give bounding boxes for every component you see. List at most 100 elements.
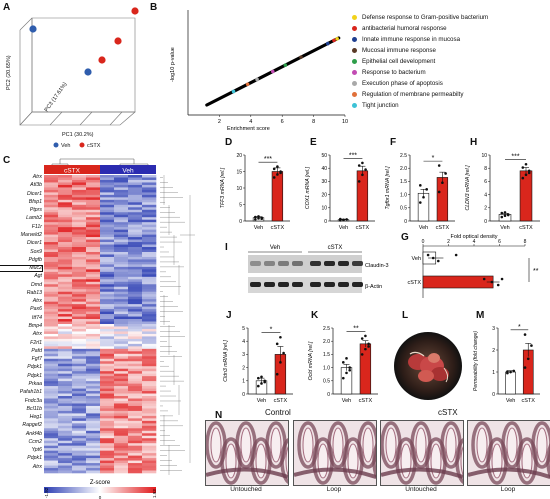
heatmap-cell xyxy=(44,333,59,337)
heatmap-cell xyxy=(86,391,101,394)
data-point xyxy=(342,361,345,364)
heatmap-cell xyxy=(44,428,59,432)
claudin3-band xyxy=(352,261,363,266)
heatmap-cell xyxy=(58,284,73,288)
heatmap-cell xyxy=(72,279,87,283)
y-tick-label: 4 xyxy=(242,339,245,345)
pca-plot: PC2 (20.65%) PC3 (17.61%) PC1 (30.2%) Ve… xyxy=(6,7,139,149)
heatmap-cell xyxy=(86,261,101,265)
heatmap-cell xyxy=(100,396,115,399)
heatmap-cell xyxy=(44,184,59,188)
data-point xyxy=(345,357,348,360)
heatmap-cell xyxy=(128,341,143,345)
heatmap-cell xyxy=(142,470,157,474)
heatmap-cell xyxy=(142,266,157,270)
heatmap-cell xyxy=(72,212,87,216)
claudin3-band xyxy=(292,261,303,266)
heatmap-cell xyxy=(86,254,101,258)
heatmap-cell xyxy=(44,418,59,422)
x-tick-label: Veh xyxy=(254,225,263,231)
heatmap-cell xyxy=(86,450,101,454)
legend-label: antibacterial humoral response xyxy=(362,25,447,32)
g-y-tick-label: cSTX xyxy=(408,280,422,286)
heatmap-cell xyxy=(72,351,87,355)
heatmap-cell xyxy=(114,363,129,367)
heatmap-cell xyxy=(142,182,157,186)
panel-d: D 0 5 10 15 20 TFF3 mRNA [rel.] Veh cSTX *** xyxy=(215,137,300,237)
heatmap-cell xyxy=(114,229,129,233)
heatmap-cell xyxy=(86,351,101,355)
heatmap-cell xyxy=(128,460,143,464)
y-axis-label: Cldn3 mRNA [rel.] xyxy=(223,340,229,382)
heatmap-cell xyxy=(128,261,143,265)
heatmap-cell xyxy=(44,276,59,280)
heatmap-cell xyxy=(142,309,157,312)
panel-b: B 2 4 6 8 10 -log10 p-value Enrichment score… xyxy=(150,0,550,140)
heatmap-cell xyxy=(128,408,143,412)
heatmap-cell xyxy=(86,214,101,218)
heatmap-cell xyxy=(128,214,143,218)
heatmap-cell xyxy=(100,177,115,181)
heatmap-cell xyxy=(58,408,73,412)
heatmap-cell xyxy=(142,301,157,305)
heatmap-cell xyxy=(86,284,101,288)
heatmap-cell xyxy=(142,274,157,278)
heatmap-cell xyxy=(100,321,115,325)
heatmap-cell xyxy=(44,219,59,223)
heatmap-cell xyxy=(100,184,115,188)
gene-label: Ankf4b xyxy=(25,430,42,437)
heatmap-cell xyxy=(58,224,73,228)
heatmap-cell xyxy=(44,361,59,365)
heatmap-cell xyxy=(100,428,115,432)
data-point xyxy=(530,344,533,347)
heatmap-cell xyxy=(86,207,101,211)
enrichment-ylabel: -log10 p-value xyxy=(170,47,176,82)
heatmap-cell xyxy=(142,289,157,293)
heatmap-cell xyxy=(58,396,73,399)
heatmap-cell xyxy=(44,281,59,285)
heatmap-cell xyxy=(44,179,59,183)
x-tick-label: cSTX xyxy=(271,225,285,231)
heatmap-cell xyxy=(58,209,73,213)
heatmap-cell xyxy=(128,326,143,330)
heatmap-cell xyxy=(58,234,73,238)
heatmap-cell xyxy=(100,440,115,444)
heatmap-cell xyxy=(72,261,87,265)
heatmap-cell xyxy=(142,189,157,193)
data-point xyxy=(348,368,351,372)
histology-section xyxy=(294,421,376,485)
heatmap-cell xyxy=(114,430,129,434)
tissue-layer xyxy=(294,467,376,479)
heatmap-cell xyxy=(72,371,87,374)
heatmap-cell xyxy=(58,386,73,389)
heatmap-cell xyxy=(86,433,101,437)
heatmap-cell xyxy=(72,289,87,293)
heatmap-cell xyxy=(142,229,157,233)
heatmap-cell xyxy=(72,453,87,456)
heatmap-cell xyxy=(58,460,73,464)
heatmap: cSTX Veh Z-score -1.92 0 1.93 xyxy=(44,158,195,499)
gene-label: Muc2 xyxy=(0,265,43,273)
heatmap-cell xyxy=(72,301,87,305)
heatmap-cell xyxy=(44,244,59,248)
panel-h-label: H xyxy=(470,137,478,148)
heatmap-cell xyxy=(58,433,73,437)
heatmap-cell xyxy=(44,463,59,466)
panel-g-label: G xyxy=(401,232,409,243)
y-axis-label: TFF3 mRNA [rel.] xyxy=(220,167,226,208)
heatmap-cell xyxy=(100,271,115,275)
heatmap-cell xyxy=(100,400,115,404)
legend-label: Regulation of membrane permeabilty xyxy=(362,91,464,98)
heatmap-cell xyxy=(142,187,157,191)
heatmap-cell xyxy=(72,383,87,387)
heatmap-cell xyxy=(142,234,157,238)
data-point xyxy=(527,171,531,175)
heatmap-cell xyxy=(114,326,129,330)
heatmap-cell xyxy=(128,284,143,288)
heatmap-cell xyxy=(58,189,73,193)
cox1-bar-chart: 0 10 20 30 40 50 COX1 mRNA [rel.] Veh cSTX *** xyxy=(305,152,375,231)
heatmap-cell xyxy=(86,175,101,178)
heatmap-cell xyxy=(128,368,143,372)
heatmap-cell xyxy=(58,383,73,387)
enrichment-legend-item: Tight junction xyxy=(352,100,488,111)
